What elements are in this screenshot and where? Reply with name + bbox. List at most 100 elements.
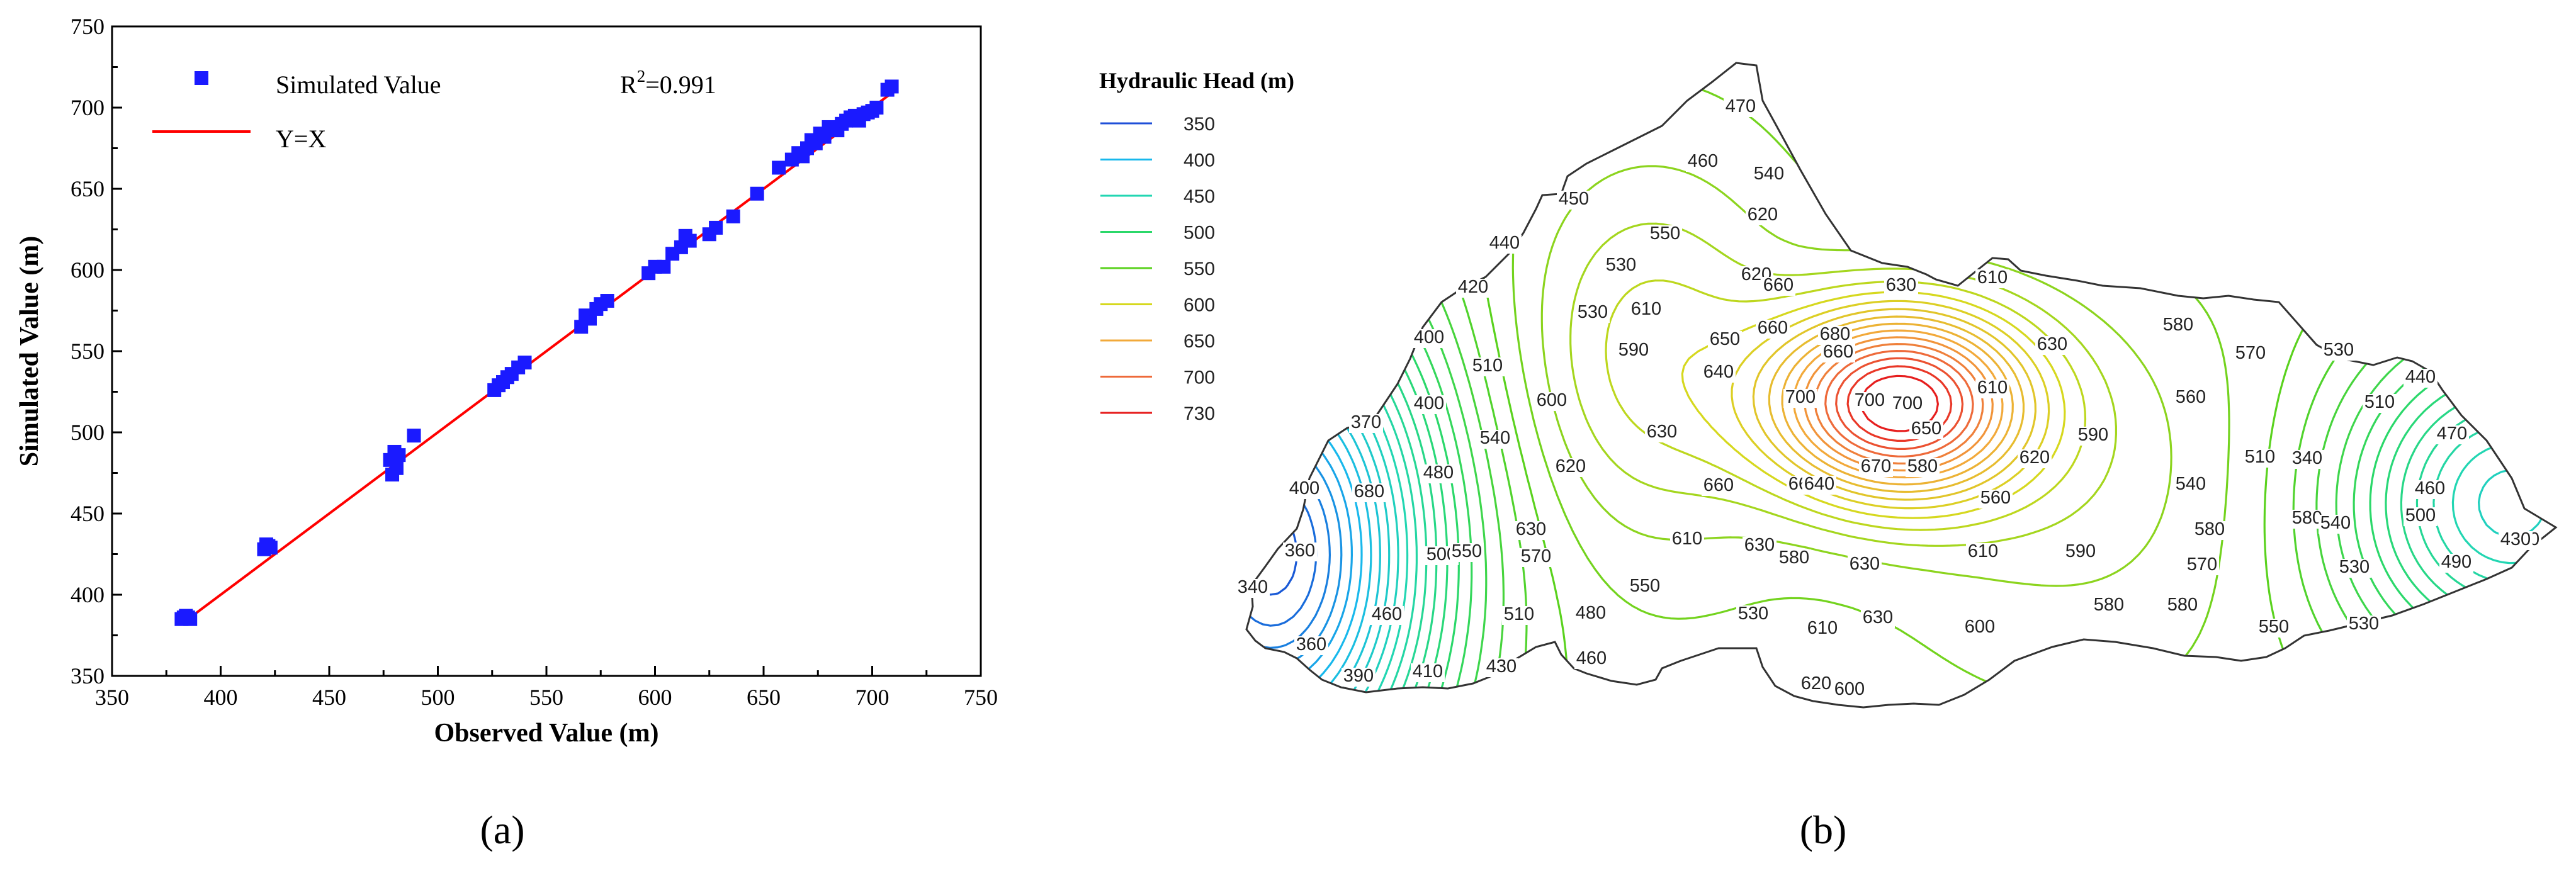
scatter-point	[389, 461, 404, 475]
contour-label-text: 620	[1801, 673, 1831, 694]
contour-label-text: 610	[1672, 529, 1702, 549]
contour-label: 680	[1818, 324, 1852, 345]
contour-line	[1681, 291, 2066, 519]
contour-line	[1824, 350, 1974, 458]
contour-label: 580	[2092, 595, 2126, 615]
contour-label: 530	[2347, 614, 2381, 634]
contour-label-bg	[1370, 606, 1404, 625]
x-axis-label: Observed Value (m)	[434, 719, 659, 748]
contour-label-text: 680	[1354, 481, 1384, 502]
contour-label-bg	[1802, 476, 1836, 495]
contour-label: 660	[1756, 318, 1790, 339]
contour-label-bg	[1352, 483, 1386, 502]
y-tick-label: 700	[71, 95, 105, 120]
contour-label-text: 530	[2324, 340, 2354, 360]
contour-label-bg	[1557, 191, 1591, 210]
contour-label-text: 430	[2500, 529, 2531, 549]
map-legend-label: 400	[1183, 150, 1215, 171]
contour-label: 440	[1488, 233, 1522, 254]
contour-label-bg	[2174, 476, 2208, 495]
scatter-point	[517, 356, 532, 370]
map-legend-label: 500	[1183, 223, 1215, 244]
contour-label-bg	[2347, 615, 2381, 634]
contour-label: 630	[1743, 535, 1777, 556]
contour-label-bg	[1736, 605, 1770, 624]
contour-label-bg	[2185, 556, 2219, 575]
scatter-point	[657, 259, 671, 274]
contour-label-bg	[1702, 477, 1736, 496]
contour-label-text: 340	[2292, 448, 2322, 468]
contour-label-text: 550	[1650, 223, 1680, 244]
contour-label: 470	[2435, 424, 2469, 444]
x-tick-label: 400	[204, 685, 238, 710]
contour-label-text: 580	[2167, 595, 2198, 615]
contour-label: 550	[1628, 576, 1662, 597]
contour-label-text: 700	[1785, 387, 1816, 407]
contour-label-bg	[1975, 379, 2009, 398]
contour-label-bg	[1574, 650, 1608, 669]
contour-label: 540	[1752, 164, 1786, 184]
contour-label: 460	[1686, 151, 1720, 172]
contour-label: 700	[1890, 393, 1924, 414]
contour-label: 620	[2018, 447, 2052, 468]
contour-label-text: 560	[2176, 387, 2206, 407]
contour-label-text: 540	[2176, 474, 2206, 494]
contour-label: 620	[1746, 205, 1780, 225]
panel-label-a: (a)	[480, 807, 524, 852]
x-tick-label: 600	[638, 685, 672, 710]
contour-label-bg	[1909, 420, 1943, 439]
contour-label: 600	[1963, 617, 1997, 638]
map-legend-label: 350	[1183, 114, 1215, 135]
contour-label-text: 480	[1576, 603, 1606, 623]
contour-label: 610	[1670, 529, 1704, 549]
contour-label-text: 580	[2292, 508, 2322, 528]
scatter-point	[263, 541, 278, 555]
contour-label-text: 650	[1710, 329, 1740, 349]
legend-label-simulated: Simulated Value	[276, 70, 441, 99]
contour-label-bg	[1799, 675, 1833, 694]
contour-value-labels: 470 460 540 450 550 620 440 530 620 660 630 610 420 5…	[1236, 96, 2541, 700]
r-squared-annotation: R2=0.991	[620, 67, 716, 99]
contour-label-text: 620	[1748, 205, 1778, 225]
contour-label: 700	[1853, 390, 1887, 411]
contour-label-bg	[2018, 449, 2052, 468]
contour-label-bg	[1966, 543, 2000, 562]
contour-label-text: 610	[1631, 299, 1661, 319]
contour-label-text: 450	[1559, 189, 1589, 209]
contour-label-text: 510	[1472, 356, 1503, 376]
contour-label-bg	[2243, 449, 2277, 468]
contour-label-bg	[1761, 277, 1795, 296]
x-tick-label: 350	[95, 685, 129, 710]
x-tick-label: 750	[964, 685, 998, 710]
contour-label: 500	[2404, 505, 2438, 526]
contour-label-bg	[1890, 395, 1924, 414]
contour-label-text: 580	[2094, 595, 2124, 615]
contour-label: 590	[2076, 425, 2110, 446]
contour-label: 420	[1456, 277, 1490, 298]
contour-label-bg	[2404, 369, 2438, 388]
contour-label: 680	[1352, 481, 1386, 502]
contour-label-text: 430	[1486, 656, 1517, 677]
contour-label-text: 440	[2405, 367, 2436, 387]
contour-label-bg	[1502, 606, 1536, 625]
contour-lines	[1246, 63, 2556, 707]
contour-label: 560	[2174, 387, 2208, 408]
contour-label-text: 510	[1504, 604, 1534, 624]
contour-label: 510	[2243, 447, 2277, 468]
contour-label: 650	[1909, 419, 1943, 439]
contour-label: 640	[1702, 362, 1736, 383]
contour-label-text: 490	[2441, 552, 2471, 572]
contour-label-bg	[1421, 464, 1455, 483]
contour-label-text: 660	[1758, 318, 1788, 338]
contour-label: 460	[2413, 478, 2447, 499]
contour-label-text: 620	[1556, 456, 1586, 476]
contour-label-text: 590	[2078, 425, 2108, 445]
y-tick-label: 400	[71, 582, 105, 607]
contour-label-bg	[1456, 279, 1490, 298]
contour-label: 600	[1535, 390, 1569, 411]
contour-label-text: 530	[1578, 302, 1608, 322]
contour-label-text: 360	[1285, 541, 1315, 561]
contour-label-bg	[1349, 414, 1383, 433]
contour-label: 390	[1342, 666, 1376, 687]
contour-label: 370	[1349, 412, 1383, 433]
